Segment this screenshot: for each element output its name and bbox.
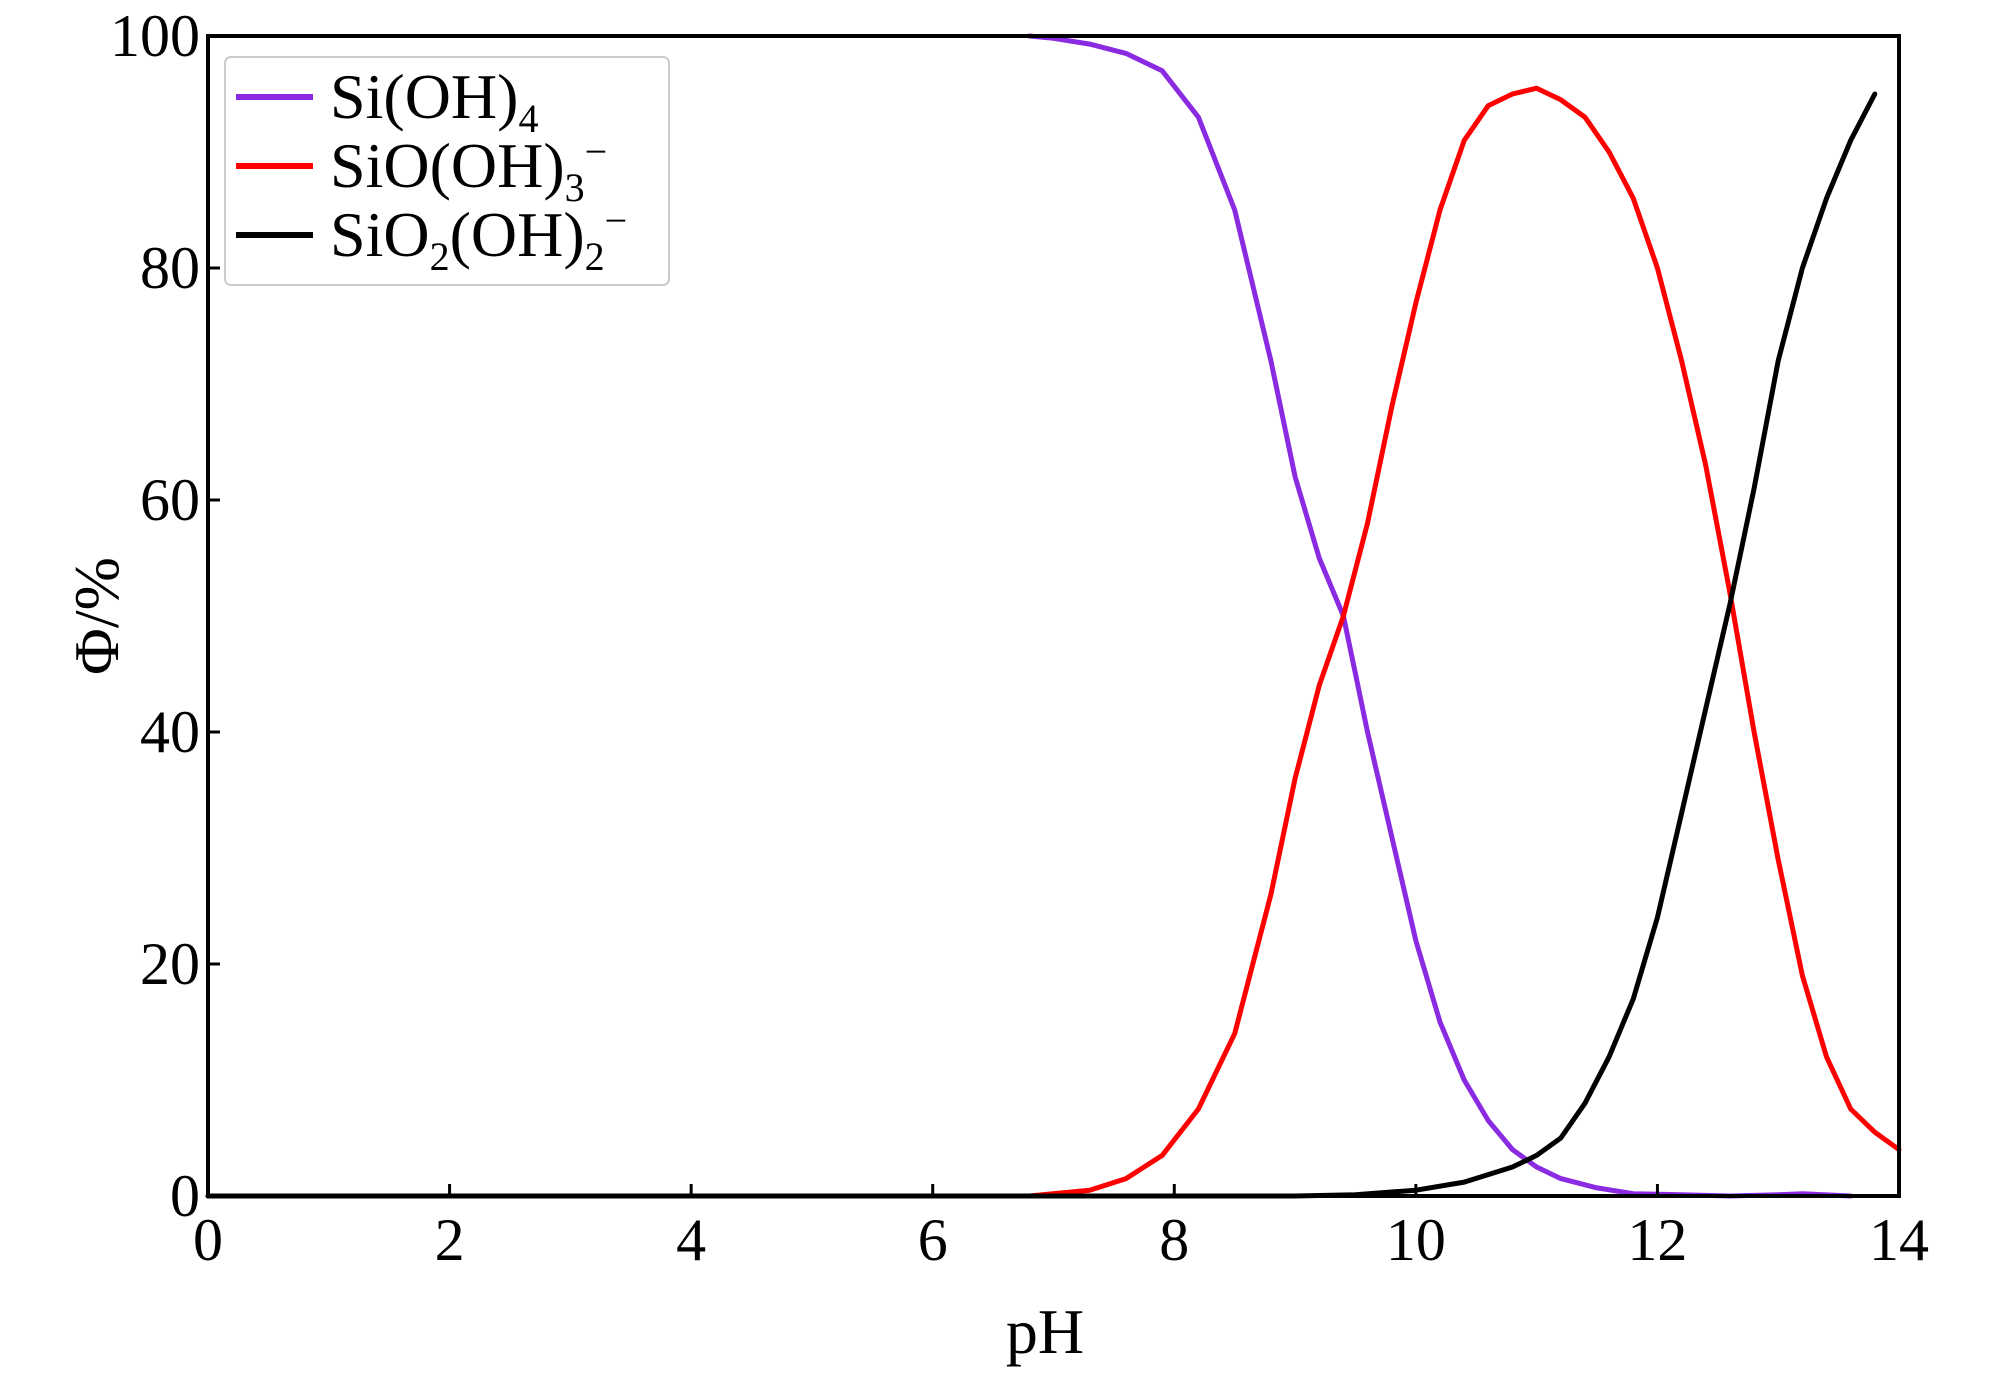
y-tick-label-3: 60: [140, 467, 200, 533]
plot-frame: [206, 34, 1901, 1198]
y-tick-label-0: 0: [170, 1163, 200, 1229]
x-tick-label-5: 10: [1386, 1207, 1446, 1273]
x-tick-label-4: 8: [1159, 1207, 1189, 1273]
x-tick-label-1: 2: [435, 1207, 465, 1273]
legend-box: [224, 56, 670, 286]
x-tick-label-0: 0: [193, 1207, 223, 1273]
y-tick-label-5: 100: [110, 3, 200, 69]
ticks-layer: 0 2 4 6 8 10 12 14 0 20 40 60 80 100: [110, 3, 1929, 1273]
legend-label-0: Si(OH)4: [330, 61, 538, 141]
x-tick-label-3: 6: [918, 1207, 948, 1273]
legend-label-1: SiO(OH)3−: [330, 129, 607, 210]
x-axis-title: pH: [1006, 1296, 1084, 1367]
y-tick-label-1: 20: [140, 931, 200, 997]
x-tick-label-2: 4: [676, 1207, 706, 1273]
series-line-1: [205, 85, 1902, 1199]
y-tick-label-4: 80: [140, 235, 200, 301]
y-tick-label-2: 40: [140, 699, 200, 765]
legend-label-2: SiO2(OH)2−: [330, 198, 627, 279]
x-tick-label-6: 12: [1627, 1207, 1687, 1273]
y-axis-title: Φ/%: [61, 557, 132, 675]
x-tick-label-7: 14: [1869, 1207, 1929, 1273]
